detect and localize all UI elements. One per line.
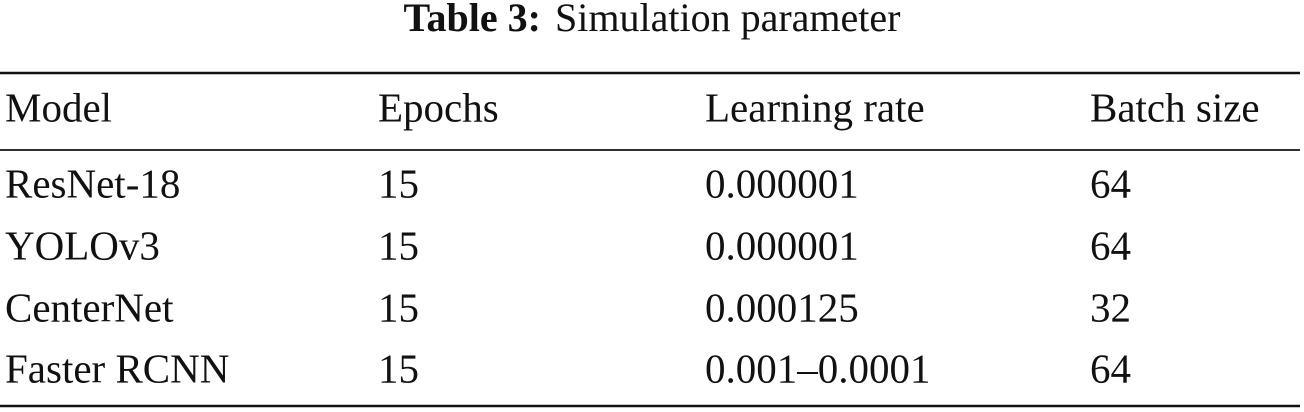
table-cell: 0.001–0.0001	[705, 345, 931, 391]
header-cell: Epochs	[378, 84, 499, 130]
table-cell: 15	[378, 160, 419, 206]
header-cell: Model	[5, 84, 112, 130]
table-cell: 32	[1090, 284, 1131, 330]
table-cell: 15	[378, 222, 419, 268]
table-cell: YOLOv3	[5, 222, 160, 268]
caption-label: Table 3:	[404, 0, 541, 40]
table-cell: 15	[378, 345, 419, 391]
table-cell: 0.000001	[705, 222, 859, 268]
table-cell: 64	[1090, 345, 1131, 391]
header-cell: Batch size	[1090, 84, 1260, 130]
table-cell: 0.000001	[705, 160, 859, 206]
table-cell: 15	[378, 284, 419, 330]
table-cell: 64	[1090, 222, 1131, 268]
caption: Table 3: Simulation parameter	[404, 0, 901, 40]
header-cell: Learning rate	[705, 84, 925, 130]
table-cell: Faster RCNN	[5, 345, 229, 391]
table-cell: 0.000125	[705, 284, 859, 330]
table-cell: ResNet-18	[5, 160, 180, 206]
table-cell: 64	[1090, 160, 1131, 206]
caption-text: Simulation parameter	[555, 0, 900, 40]
table-cell: CenterNet	[5, 284, 174, 330]
